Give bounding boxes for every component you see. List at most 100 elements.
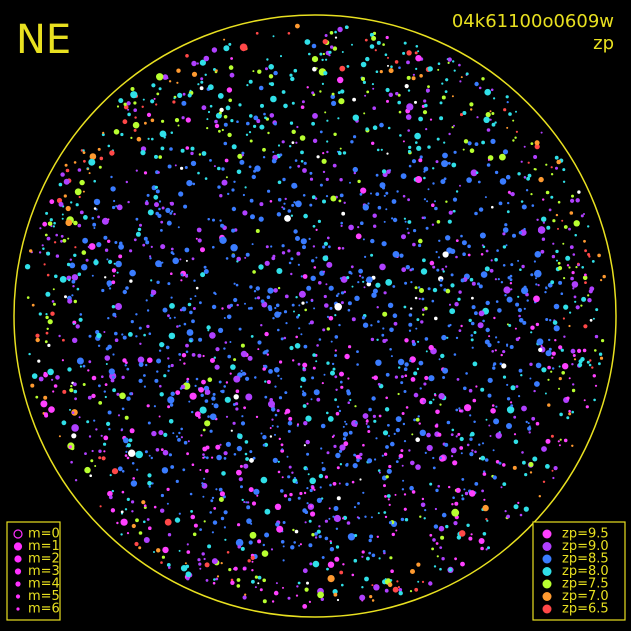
star xyxy=(346,276,350,280)
star xyxy=(518,318,524,323)
star xyxy=(296,585,299,588)
star xyxy=(161,119,165,123)
star xyxy=(335,527,339,530)
star xyxy=(302,245,306,250)
star xyxy=(342,437,347,441)
star xyxy=(111,489,115,493)
star xyxy=(431,299,435,303)
star xyxy=(240,421,246,426)
star xyxy=(422,400,426,404)
star xyxy=(174,164,177,167)
star xyxy=(361,76,365,81)
star xyxy=(74,188,82,196)
star xyxy=(242,193,245,197)
star xyxy=(485,327,490,333)
star xyxy=(63,194,67,198)
star xyxy=(230,119,234,123)
star xyxy=(344,25,349,30)
star xyxy=(245,133,249,136)
star xyxy=(505,174,511,180)
star xyxy=(135,518,139,523)
star xyxy=(357,179,361,184)
star xyxy=(332,589,338,595)
star xyxy=(329,541,333,545)
star xyxy=(264,260,270,266)
star xyxy=(215,444,221,450)
star xyxy=(477,282,480,286)
star xyxy=(362,322,369,328)
star xyxy=(244,593,247,596)
star xyxy=(406,50,412,56)
star xyxy=(427,287,431,291)
star xyxy=(520,229,527,236)
star xyxy=(236,120,239,123)
star xyxy=(386,468,392,474)
star xyxy=(379,182,386,189)
star xyxy=(477,180,481,184)
star xyxy=(229,341,232,343)
star xyxy=(135,313,138,316)
star xyxy=(459,436,464,442)
star xyxy=(311,91,315,95)
star xyxy=(434,206,438,211)
star xyxy=(204,562,210,568)
star xyxy=(62,389,67,394)
star xyxy=(429,260,435,266)
star xyxy=(272,457,278,463)
star xyxy=(298,290,306,298)
star xyxy=(494,349,497,352)
star xyxy=(74,479,78,482)
star xyxy=(120,533,123,536)
star xyxy=(183,362,186,365)
star xyxy=(531,204,535,207)
star xyxy=(397,358,405,366)
star xyxy=(336,466,340,470)
star xyxy=(223,451,228,456)
star xyxy=(345,482,349,486)
star xyxy=(78,416,81,419)
star xyxy=(161,206,165,210)
star xyxy=(262,147,266,152)
star xyxy=(503,108,507,112)
star xyxy=(455,487,461,493)
star xyxy=(246,501,250,504)
star xyxy=(506,406,515,414)
star xyxy=(322,255,329,262)
star xyxy=(362,413,369,419)
star xyxy=(191,60,197,67)
star xyxy=(282,559,285,562)
star xyxy=(282,177,286,182)
star xyxy=(333,514,341,523)
star xyxy=(372,106,377,110)
star xyxy=(418,422,421,425)
star xyxy=(217,166,221,171)
star xyxy=(191,410,194,414)
star xyxy=(321,467,326,472)
star xyxy=(55,375,60,380)
star xyxy=(185,571,192,578)
star xyxy=(166,563,171,567)
star xyxy=(65,219,73,226)
star xyxy=(370,516,373,519)
star xyxy=(318,338,322,341)
star xyxy=(63,178,70,185)
star xyxy=(170,465,175,469)
star xyxy=(558,387,560,390)
star xyxy=(79,365,82,368)
star xyxy=(153,551,155,553)
star xyxy=(282,207,286,210)
star xyxy=(133,238,137,242)
star xyxy=(455,255,458,259)
star xyxy=(223,122,228,127)
star xyxy=(101,456,106,461)
star xyxy=(337,91,341,95)
star xyxy=(308,543,313,548)
star xyxy=(442,251,449,258)
star xyxy=(547,365,551,370)
star xyxy=(233,375,241,383)
star xyxy=(344,353,350,360)
star xyxy=(289,166,292,169)
star xyxy=(262,578,267,583)
star xyxy=(116,204,123,211)
star xyxy=(402,479,405,482)
